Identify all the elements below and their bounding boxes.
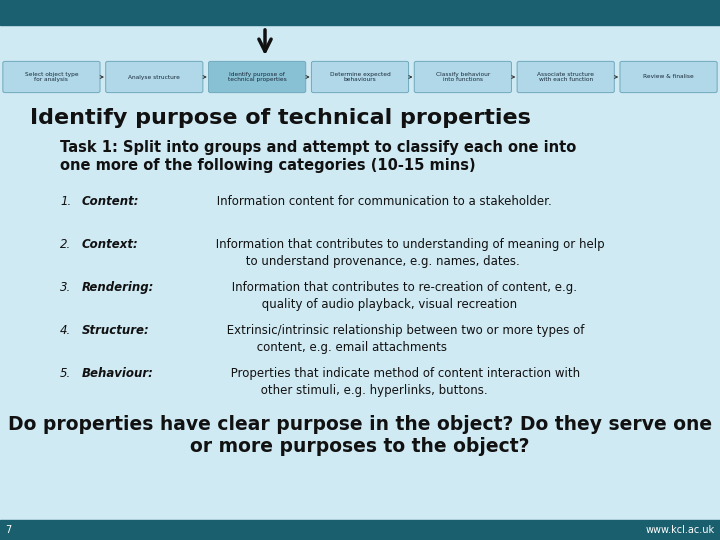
Text: Information that contributes to understanding of meaning or help
         to und: Information that contributes to understa… xyxy=(212,238,605,268)
Text: Identify purpose of technical properties: Identify purpose of technical properties xyxy=(30,108,531,128)
Text: 3.: 3. xyxy=(60,281,71,294)
Text: Identify purpose of
technical properties: Identify purpose of technical properties xyxy=(228,72,287,83)
Text: 4.: 4. xyxy=(60,324,71,337)
Text: one more of the following categories (10-15 mins): one more of the following categories (10… xyxy=(60,158,476,173)
Text: Associate structure
with each function: Associate structure with each function xyxy=(537,72,594,83)
Text: Properties that indicate method of content interaction with
         other stimu: Properties that indicate method of conte… xyxy=(228,367,580,397)
Bar xyxy=(0,520,720,540)
Text: or more purposes to the object?: or more purposes to the object? xyxy=(190,437,530,456)
Bar xyxy=(0,0,720,25)
Text: Context:: Context: xyxy=(82,238,139,251)
Text: Determine expected
behaviours: Determine expected behaviours xyxy=(330,72,390,83)
FancyBboxPatch shape xyxy=(620,62,717,93)
FancyBboxPatch shape xyxy=(517,62,614,93)
Text: Analyse structure: Analyse structure xyxy=(128,75,180,79)
FancyBboxPatch shape xyxy=(312,62,408,93)
Text: Task 1: Split into groups and attempt to classify each one into: Task 1: Split into groups and attempt to… xyxy=(60,140,576,155)
Text: www.kcl.ac.uk: www.kcl.ac.uk xyxy=(646,525,715,535)
Text: 1.: 1. xyxy=(60,195,71,208)
FancyBboxPatch shape xyxy=(3,62,100,93)
Text: Structure:: Structure: xyxy=(82,324,150,337)
FancyBboxPatch shape xyxy=(209,62,306,93)
Text: Do properties have clear purpose in the object? Do they serve one: Do properties have clear purpose in the … xyxy=(8,415,712,434)
Text: Select object type
for analysis: Select object type for analysis xyxy=(24,72,78,83)
Text: Behaviour:: Behaviour: xyxy=(82,367,154,380)
Text: Extrinsic/intrinsic relationship between two or more types of
         content, : Extrinsic/intrinsic relationship between… xyxy=(223,324,585,354)
Text: Information content for communication to a stakeholder.: Information content for communication to… xyxy=(213,195,552,208)
FancyBboxPatch shape xyxy=(106,62,203,93)
Text: Classify behaviour
into functions: Classify behaviour into functions xyxy=(436,72,490,83)
Text: Information that contributes to re-creation of content, e.g.
         quality of: Information that contributes to re-creat… xyxy=(228,281,577,311)
FancyBboxPatch shape xyxy=(414,62,511,93)
Text: 7: 7 xyxy=(5,525,12,535)
Text: Content:: Content: xyxy=(82,195,140,208)
Text: Rendering:: Rendering: xyxy=(82,281,154,294)
Text: 2.: 2. xyxy=(60,238,71,251)
Text: 5.: 5. xyxy=(60,367,71,380)
Text: Review & finalise: Review & finalise xyxy=(643,75,694,79)
